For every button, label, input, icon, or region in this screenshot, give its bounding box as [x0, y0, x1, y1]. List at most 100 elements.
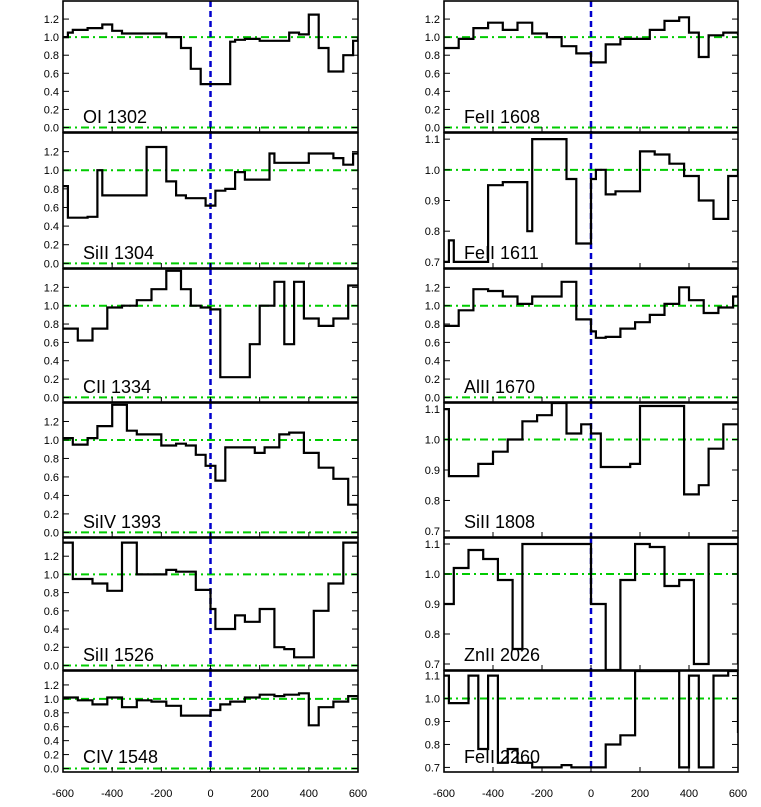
y-tick-label: 0.0 [44, 392, 59, 404]
y-tick-label: 0.7 [425, 659, 440, 671]
y-tick-label: 0.7 [425, 526, 440, 538]
y-tick-label: 1.0 [44, 32, 59, 44]
y-tick-label: 1.1 [425, 404, 440, 416]
y-tick-label: 0.0 [425, 122, 440, 134]
spectrum-trace [444, 542, 738, 670]
spectrum-trace [63, 692, 358, 727]
spectrum-trace [63, 541, 358, 659]
panel-znii-2026: 1.1 1.0 0.9 0.8 0.7 ZnII 2026 [425, 537, 739, 671]
panel-cii-1334: 1.2 1.0 0.8 0.6 0.4 0.2 0.0 CII 1334 [44, 268, 359, 404]
y-tick-label: 1.2 [44, 14, 59, 26]
y-tick-label: 0.4 [44, 490, 59, 502]
y-tick-label: 0.8 [44, 319, 59, 331]
y-tick-label: 1.0 [44, 694, 59, 706]
x-tick-label: 400 [300, 788, 318, 800]
panel-label: CII 1334 [83, 377, 151, 397]
y-tick-label: 0.6 [44, 337, 59, 349]
x-tick-label: 200 [631, 788, 649, 800]
x-tick-label: -600 [52, 788, 74, 800]
y-tick-label: 1.1 [425, 539, 440, 551]
panel-label: SiII 1526 [83, 645, 154, 665]
y-tick-label: 0.6 [44, 202, 59, 214]
x-tick-label: -600 [433, 788, 455, 800]
panel-label: SiII 1808 [464, 512, 535, 532]
y-tick-label: 1.2 [44, 282, 59, 294]
y-tick-label: 1.0 [425, 165, 440, 177]
y-tick-label: 1.0 [44, 435, 59, 447]
y-tick-label: 0.4 [44, 624, 59, 636]
y-tick-label: 0.9 [425, 599, 440, 611]
y-tick-label: 1.0 [44, 301, 59, 313]
y-tick-label: 0.0 [44, 122, 59, 134]
x-tick-label: 600 [729, 788, 747, 800]
spectrum-trace [444, 403, 738, 496]
y-tick-label: 0.8 [425, 495, 440, 507]
y-tick-label: 0.2 [44, 642, 59, 654]
y-tick-label: 0.8 [44, 588, 59, 600]
panel-label: OI 1302 [83, 107, 147, 127]
y-tick-label: 0.7 [425, 257, 440, 269]
y-tick-label: 1.2 [44, 416, 59, 428]
y-tick-label: 0.0 [44, 527, 59, 539]
y-tick-label: 0.2 [44, 750, 59, 762]
y-tick-label: 0.2 [425, 104, 440, 116]
y-tick-label: 1.0 [425, 694, 440, 706]
x-tick-label: -200 [531, 788, 553, 800]
y-tick-label: 0.8 [44, 50, 59, 62]
x-tick-label: -400 [101, 788, 123, 800]
y-tick-label: 0.0 [44, 660, 59, 672]
panel-civ-1548: 1.2 1.0 0.8 0.6 0.4 0.2 0.0 CIV 1548 [44, 670, 359, 776]
y-tick-label: 0.9 [425, 717, 440, 729]
x-tick-label: 400 [680, 788, 698, 800]
y-tick-label: 0.6 [44, 722, 59, 734]
spectrum-trace [63, 13, 358, 86]
y-tick-label: 0.6 [44, 472, 59, 484]
y-tick-label: 1.0 [425, 301, 440, 313]
y-tick-label: 0.8 [44, 453, 59, 465]
panel-label: ZnII 2026 [464, 645, 540, 665]
spectrum-trace [63, 269, 358, 379]
y-tick-label: 1.2 [44, 551, 59, 563]
spectrum-trace [444, 16, 738, 64]
y-tick-label: 0.8 [44, 708, 59, 720]
panel-label: AlII 1670 [464, 377, 535, 397]
y-tick-label: 0.2 [44, 374, 59, 386]
x-tick-label: -400 [482, 788, 504, 800]
y-tick-label: 1.1 [425, 671, 440, 683]
panel-label: CIV 1548 [83, 747, 158, 767]
panel-siii-1526: 1.2 1.0 0.8 0.6 0.4 0.2 0.0 SiII 1526 [44, 537, 359, 672]
y-tick-label: 1.2 [425, 14, 440, 26]
panel-siiv-1393: 1.2 1.0 0.8 0.6 0.4 0.2 0.0 SiIV 1393 [44, 402, 359, 539]
y-tick-label: 0.8 [425, 50, 440, 62]
y-tick-label: 0.4 [44, 736, 59, 748]
y-tick-label: 0.9 [425, 465, 440, 477]
spectrum-trace [444, 280, 738, 339]
x-tick-label: 600 [349, 788, 367, 800]
y-tick-label: 0.8 [425, 319, 440, 331]
x-tick-label: 0 [588, 788, 594, 800]
y-tick-label: 0.8 [425, 739, 440, 751]
y-tick-label: 0.0 [425, 392, 440, 404]
x-tick-label: -200 [150, 788, 172, 800]
y-tick-label: 0.4 [44, 356, 59, 368]
y-tick-label: 0.2 [425, 374, 440, 386]
y-tick-label: 1.1 [425, 134, 440, 146]
y-tick-label: 1.0 [425, 435, 440, 447]
y-tick-label: 0.2 [44, 104, 59, 116]
panel-label: FeII 2260 [464, 747, 540, 767]
y-tick-label: 0.2 [44, 509, 59, 521]
y-tick-label: 0.8 [44, 184, 59, 196]
y-tick-label: 0.8 [425, 226, 440, 238]
y-tick-label: 0.6 [44, 606, 59, 618]
y-tick-label: 0.7 [425, 762, 440, 774]
panel-oi-1302: 1.2 1.0 0.8 0.6 0.4 0.2 0.0 OI 1302 [44, 0, 359, 134]
y-tick-label: 0.4 [44, 86, 59, 98]
y-tick-label: 0.0 [44, 764, 59, 776]
y-tick-label: 0.6 [425, 337, 440, 349]
y-tick-label: 0.9 [425, 196, 440, 208]
y-tick-label: 1.0 [425, 32, 440, 44]
y-tick-label: 0.4 [425, 356, 440, 368]
panel-label: SiIV 1393 [83, 512, 161, 532]
y-tick-label: 1.0 [44, 165, 59, 177]
